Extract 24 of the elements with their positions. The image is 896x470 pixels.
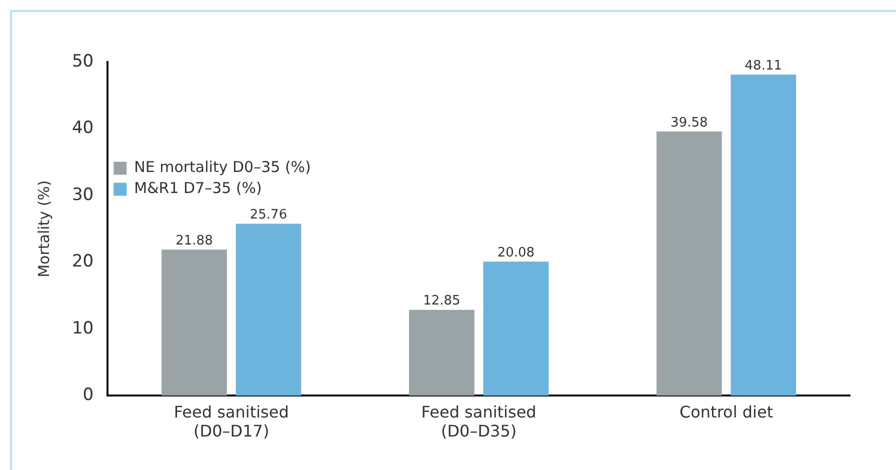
y-tick-label: 20 <box>72 252 94 272</box>
bar <box>236 224 302 396</box>
data-label: 21.88 <box>176 233 213 248</box>
data-label: 12.85 <box>423 294 460 309</box>
data-label: 48.11 <box>744 58 782 74</box>
legend-label: M&R1 D7–35 (%) <box>134 179 262 198</box>
data-label: 20.08 <box>497 246 535 260</box>
y-tick-label: 40 <box>72 118 94 138</box>
bar <box>730 74 796 396</box>
x-tick-label: Feed sanitised (D0–D35) <box>421 402 536 441</box>
x-tick-label: Control diet <box>679 402 774 422</box>
bar <box>409 310 474 396</box>
y-tick-label: 10 <box>72 318 94 338</box>
data-label: 39.58 <box>670 115 708 130</box>
data-label: 25.76 <box>250 208 288 223</box>
y-tick-label: 30 <box>72 184 94 205</box>
x-tick-label: Feed sanitised (D0–D17) <box>174 402 289 441</box>
bar <box>656 132 722 396</box>
bar <box>483 262 549 396</box>
bar <box>162 250 227 396</box>
y-tick-label: 50 <box>72 51 94 72</box>
legend-label: NE mortality D0–35 (%) <box>134 158 311 176</box>
y-axis-title: Mortality (%) <box>34 180 53 278</box>
y-tick-label: 0 <box>82 385 94 406</box>
